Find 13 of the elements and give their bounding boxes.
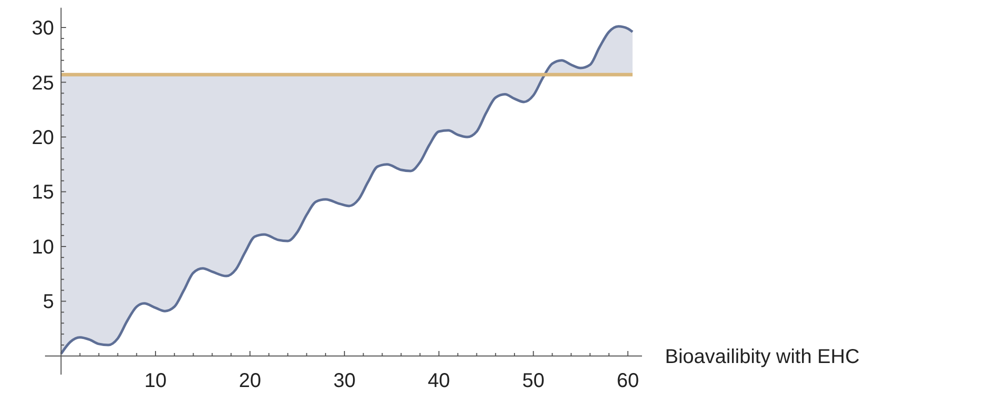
y-tick-label: 25	[32, 72, 54, 94]
y-tick-label: 20	[32, 127, 54, 149]
x-tick-label: 50	[522, 370, 544, 392]
x-tick-label: 30	[333, 370, 356, 392]
x-tick-label: 10	[144, 370, 167, 392]
x-tick-label: 40	[428, 370, 450, 392]
y-tick-label: 15	[32, 182, 54, 204]
y-tick-label: 5	[42, 291, 54, 314]
y-tick-label: 10	[32, 236, 54, 258]
x-axis-title: Bioavailibity with EHC	[665, 346, 860, 368]
x-tick-label: 20	[238, 370, 262, 392]
y-tick-label: 30	[32, 18, 54, 40]
x-tick-label: 60	[616, 370, 639, 392]
